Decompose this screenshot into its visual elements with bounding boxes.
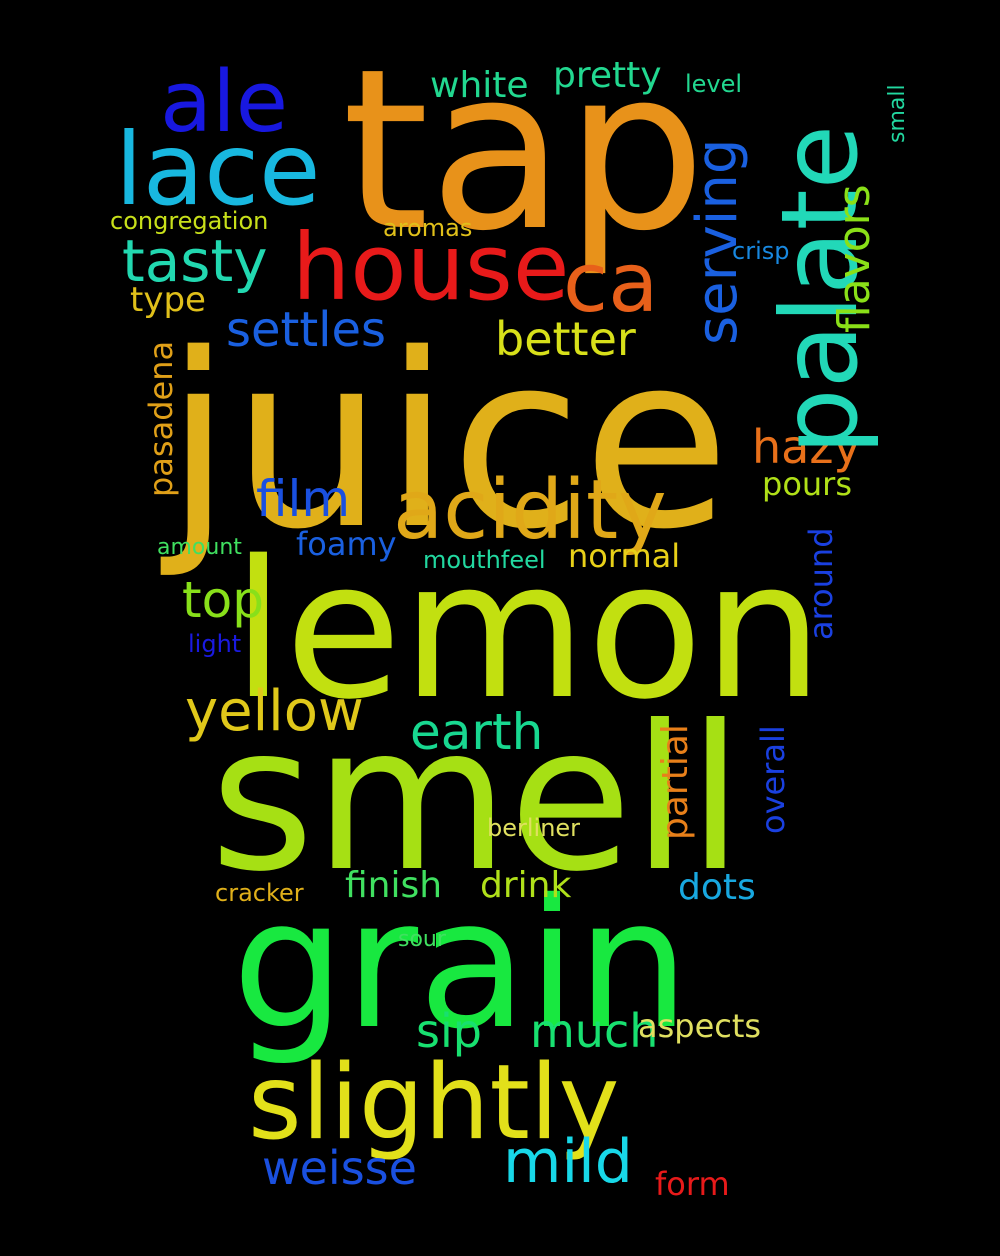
word-level: level (685, 70, 743, 98)
word-house: house (292, 214, 570, 321)
word-top: top (182, 571, 264, 629)
word-drink: drink (480, 865, 572, 906)
word-type: type (130, 280, 206, 320)
word-light: light (188, 630, 242, 658)
word-earth: earth (410, 703, 544, 761)
word-small: small (885, 84, 910, 143)
word-dots: dots (678, 867, 756, 908)
word-smell: smell (210, 683, 744, 916)
word-partial: partial (655, 724, 696, 840)
word-tasty: tasty (122, 227, 268, 295)
word-aromas: aromas (383, 214, 473, 242)
word-lemon: lemon (232, 520, 824, 741)
word-hazy: hazy (752, 420, 861, 474)
word-congregation: congregation (110, 207, 269, 235)
word-serving: serving (685, 138, 750, 345)
word-aspects: aspects (638, 1007, 762, 1045)
word-much: much (530, 1004, 659, 1058)
word-foamy: foamy (296, 525, 397, 563)
word-berliner: berliner (487, 814, 581, 842)
word-around: around (802, 527, 840, 640)
word-ale: ale (160, 53, 288, 152)
word-yellow: yellow (185, 679, 364, 744)
word-sip: sip (416, 1004, 482, 1058)
word-amount: amount (157, 535, 242, 560)
word-weisse: weisse (262, 1141, 417, 1195)
word-ca: ca (563, 236, 659, 331)
word-slightly: slightly (248, 1043, 620, 1163)
word-pours: pours (762, 465, 852, 503)
word-film: film (256, 470, 351, 528)
word-normal: normal (568, 537, 681, 575)
word-acidity: acidity (393, 463, 667, 558)
word-pretty: pretty (553, 55, 662, 96)
word-flavors: flavors (829, 184, 880, 333)
word-pasadena: pasadena (142, 340, 180, 497)
word-settles: settles (226, 302, 387, 358)
word-overall: overall (754, 725, 792, 834)
word-cracker: cracker (215, 879, 304, 907)
word-lace: lace (115, 111, 321, 228)
word-white: white (430, 65, 529, 106)
word-finish: finish (345, 865, 443, 906)
word-sour: sour (398, 927, 446, 952)
word-form: form (655, 1165, 730, 1203)
word-mouthfeel: mouthfeel (423, 546, 546, 574)
word-better: better (495, 312, 636, 366)
word-tap: tap (342, 22, 707, 280)
word-crisp: crisp (732, 237, 790, 265)
word-mild: mild (503, 1127, 633, 1197)
word-juice: juice (165, 302, 731, 582)
word-grain: grain (232, 861, 690, 1068)
